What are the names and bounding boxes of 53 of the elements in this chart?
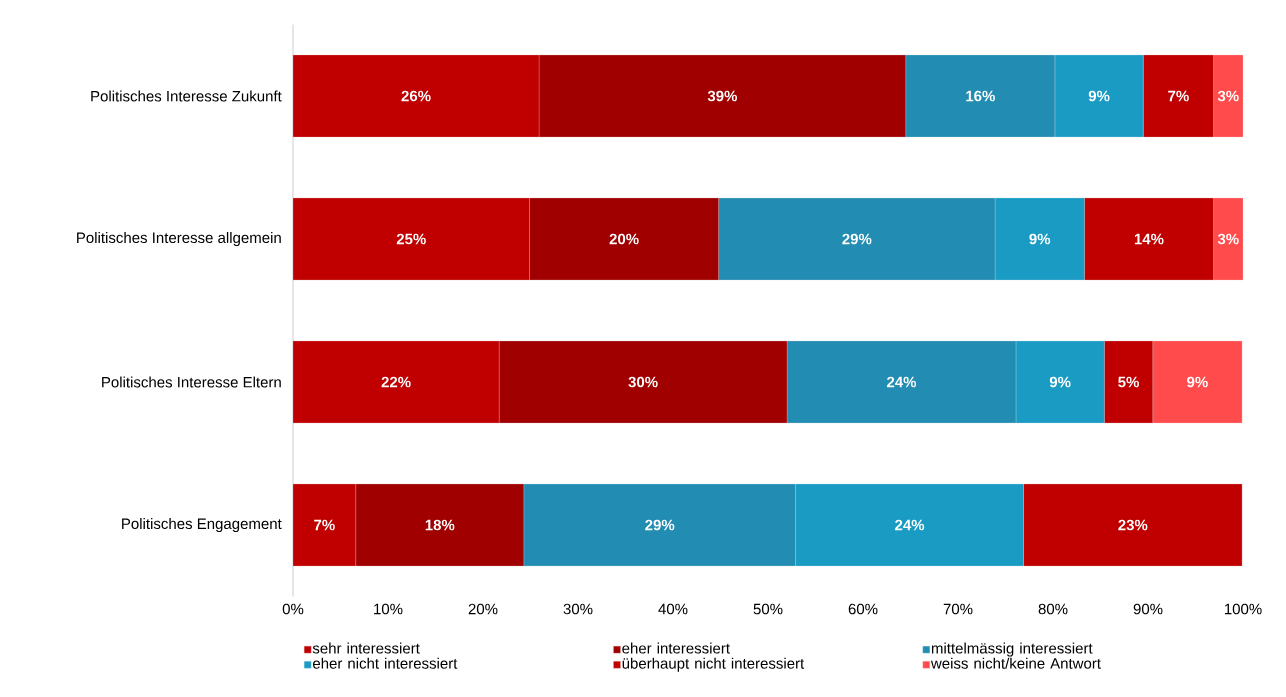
data-label: 22% [381,376,411,388]
data-label: 9% [1029,233,1051,245]
bar [1104,340,1153,424]
y-tick-label: Politisches Interesse Eltern [102,376,281,388]
bar [1152,340,1243,424]
x-tick-label: 30% [563,603,593,615]
data-label: 24% [895,519,925,531]
legend-label: weiss nicht/keine Antwort [930,657,1101,669]
data-label: 24% [886,376,917,388]
data-label: 29% [645,519,675,531]
x-tick-label: 10% [374,603,403,615]
data-label: 23% [1118,519,1148,531]
x-tick-label: 80% [1038,603,1068,615]
data-label: 3% [1217,233,1239,245]
data-label: 5% [1118,376,1139,388]
x-tick-label: 90% [1133,603,1163,615]
data-label: 25% [396,233,426,245]
y-tick-label: Politisches Interesse Zukunft [91,90,282,102]
data-label: 14% [1134,233,1164,245]
bar [293,197,530,281]
legend-label: mittelmässig interessiert [931,642,1093,657]
legend-label: sehr interessiert [312,642,420,654]
data-label: 26% [401,90,431,102]
x-tick-label: 40% [658,603,688,615]
y-tick-label: Politisches Interesse allgemein [77,232,281,246]
data-label: 20% [609,233,639,245]
bar [1084,197,1214,281]
x-tick-label: 20% [468,603,498,615]
x-tick-label: 50% [753,603,783,615]
data-label: 18% [425,519,455,531]
data-label: 39% [707,90,738,102]
data-label: 7% [314,519,335,531]
data-label: 3% [1217,90,1239,102]
bar [293,54,540,138]
bar [1023,483,1243,567]
legend-label: überhaupt nicht interessiert [622,657,805,672]
x-tick-label: 0% [282,603,304,615]
data-label: 16% [966,90,995,102]
data-label: 30% [628,376,658,388]
data-label: 9% [1088,90,1110,102]
x-tick-label: 70% [943,603,973,615]
bar [293,483,356,567]
legend-label: eher interessiert [622,642,730,654]
bar [1143,54,1214,138]
x-tick-label: 100% [1224,603,1262,615]
y-tick-label: Politisches Engagement [122,518,282,532]
data-label: 29% [842,233,872,245]
legend-label: eher nicht interessiert [312,657,458,669]
x-tick-label: 60% [848,603,878,615]
bar [293,340,500,424]
data-label: 7% [1168,90,1189,102]
data-label: 9% [1187,376,1208,388]
data-label: 9% [1049,376,1071,388]
